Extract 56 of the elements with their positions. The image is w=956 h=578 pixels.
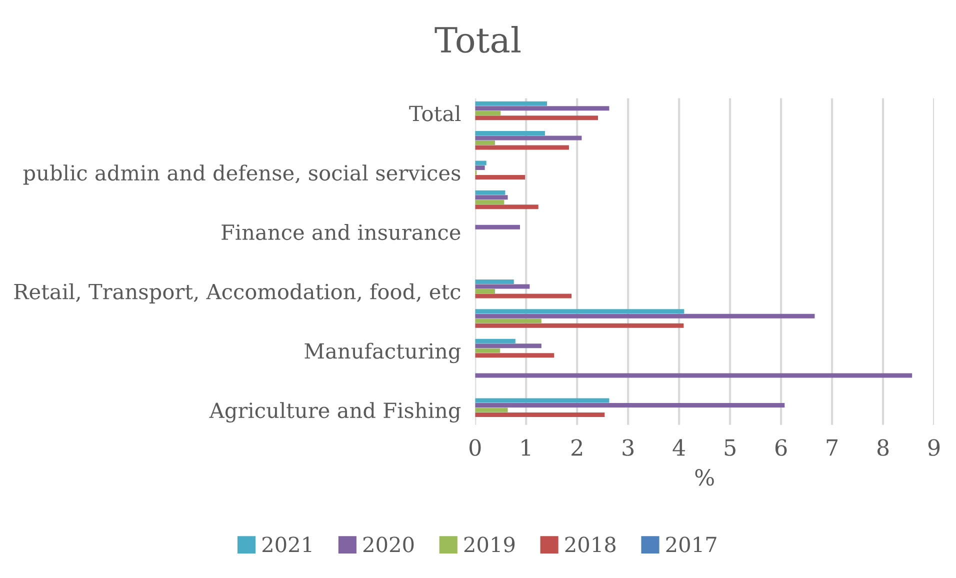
y-tick-label: Total <box>409 105 461 122</box>
bar <box>475 204 538 210</box>
x-tick-label: 9 <box>928 439 940 456</box>
bar <box>475 160 486 166</box>
y-tick-label: Retail, Transport, Accomodation, food, etc <box>14 283 460 304</box>
bar <box>475 412 605 417</box>
legend-label: 2021 <box>262 536 312 552</box>
bar <box>475 338 516 344</box>
bar <box>475 373 912 378</box>
x-tick-label: 3 <box>622 439 634 456</box>
bar <box>475 174 526 180</box>
x-tick-label: 0 <box>470 439 481 456</box>
bar <box>475 279 514 284</box>
bar <box>475 116 598 120</box>
bar <box>475 190 506 195</box>
bar <box>475 398 610 403</box>
bar <box>475 353 554 358</box>
y-tick-label: Finance and insurance <box>222 224 460 240</box>
bar <box>475 140 496 146</box>
bar <box>475 110 501 116</box>
bar <box>475 318 542 324</box>
bar <box>475 106 610 111</box>
bar <box>475 348 500 353</box>
x-tick-label: 7 <box>826 439 838 456</box>
x-axis-title: % <box>695 468 714 486</box>
x-tick-label: 5 <box>724 439 736 456</box>
bar <box>475 165 485 170</box>
bar <box>475 294 572 298</box>
bar <box>475 408 508 412</box>
y-tick-label: Agriculture and Fishing <box>209 402 461 423</box>
bar <box>475 101 548 106</box>
bar <box>475 344 542 348</box>
y-tick-label: Manufacturing <box>304 342 461 364</box>
legend-label: 2018 <box>565 536 616 552</box>
x-tick-label: 1 <box>522 439 530 456</box>
bar <box>475 288 496 294</box>
bar <box>475 136 582 140</box>
bar <box>475 323 684 328</box>
bar <box>475 224 520 230</box>
x-tick-label: 8 <box>877 439 889 456</box>
x-tick-label: 6 <box>775 439 787 456</box>
legend-label: 2020 <box>363 536 414 552</box>
bar <box>475 284 530 289</box>
bar <box>475 131 545 136</box>
bar <box>475 145 569 150</box>
bar <box>475 314 815 318</box>
bar <box>475 402 785 408</box>
legend-label: 2019 <box>464 536 515 552</box>
x-tick-label: 4 <box>672 439 686 456</box>
x-tick-label: 2 <box>572 439 582 456</box>
bar <box>475 309 684 314</box>
legend-label: 2017 <box>666 536 716 552</box>
bar <box>475 195 508 200</box>
chart-title: Total <box>434 26 521 53</box>
y-tick-label: public admin and defense, social services <box>23 164 460 185</box>
bar <box>475 200 504 204</box>
